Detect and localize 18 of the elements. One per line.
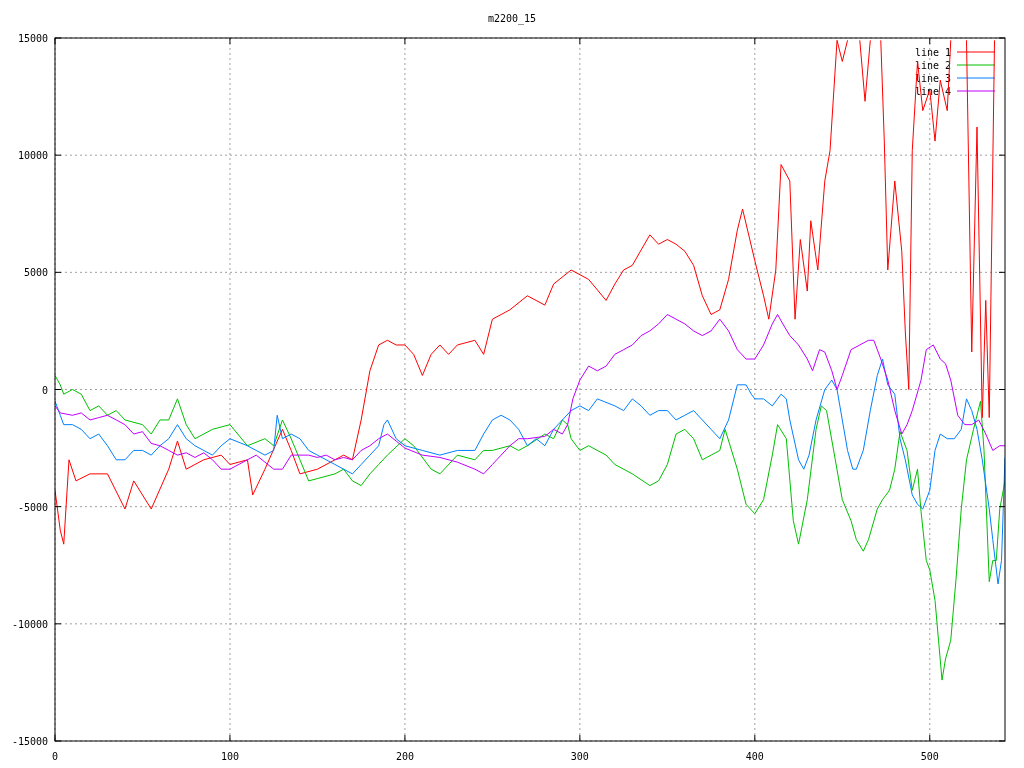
- x-tick-label: 0: [51, 751, 59, 762]
- y-tick-label: -10000: [11, 618, 48, 630]
- chart-title: m2200_15: [487, 13, 537, 25]
- x-tick-label: 300: [570, 751, 589, 762]
- legend-label: line 1: [914, 47, 951, 58]
- y-tick-label: -5000: [17, 501, 48, 513]
- y-tick-label: 0: [41, 384, 48, 396]
- x-tick-label: 200: [395, 751, 414, 762]
- line-series: [55, 314, 1005, 475]
- line-series: [55, 358, 1005, 585]
- y-tick-label: -15000: [11, 736, 48, 747]
- y-tick-label: 15000: [17, 33, 48, 44]
- x-tick-label: 100: [220, 751, 239, 762]
- y-tick-label: 10000: [17, 150, 48, 162]
- x-tick-label: 400: [745, 751, 764, 762]
- x-tick-label: 500: [920, 751, 939, 762]
- y-tick-label: 5000: [23, 267, 48, 279]
- line-series: [55, 374, 1005, 681]
